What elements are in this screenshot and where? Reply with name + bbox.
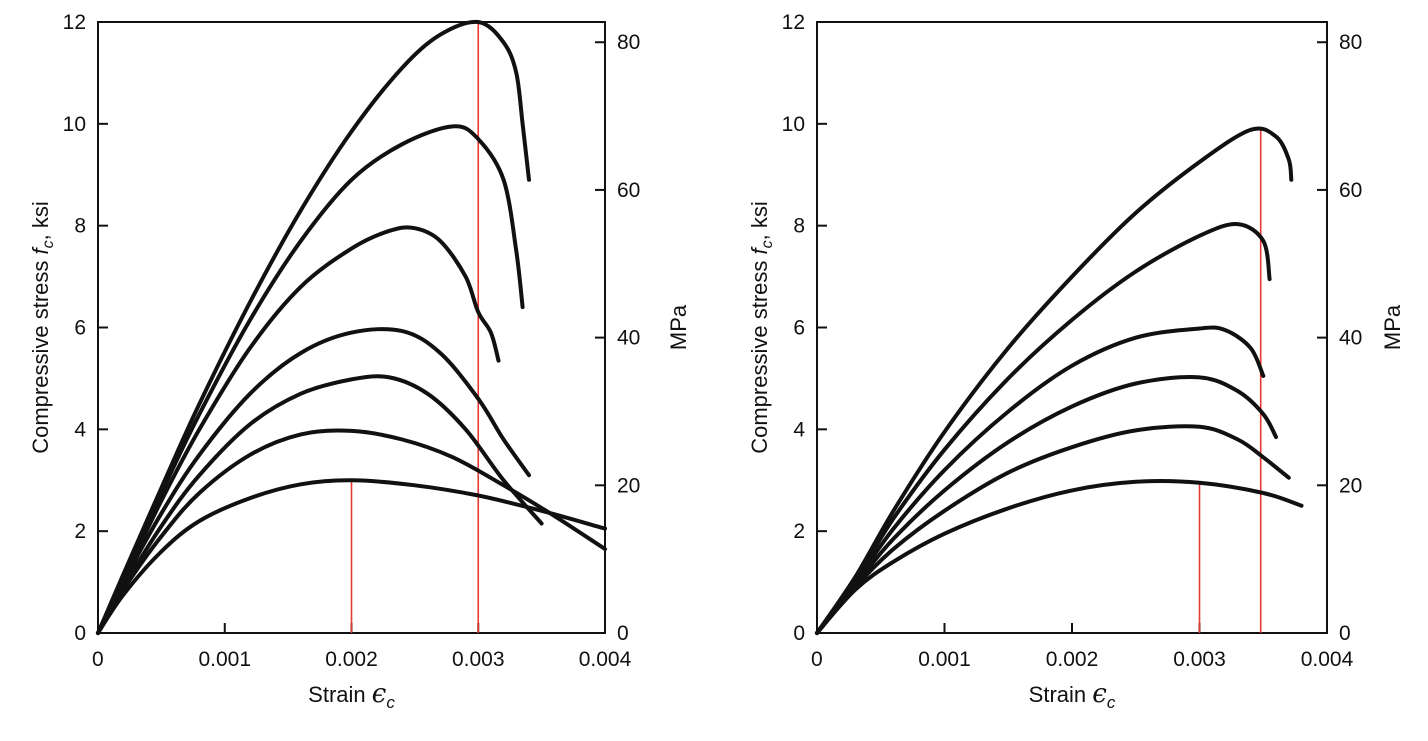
stress-strain-curve — [815, 126, 1294, 635]
y-tick-label: 0 — [793, 622, 805, 645]
chart-left-normal-weight-concrete: 0 0.001 0.002 0.003 0.004 0 2 4 6 8 10 12 0 20 40 60 80 S… — [28, 11, 691, 712]
y-tick-label: 2 — [793, 520, 805, 543]
y-axis-title: Compressive stress fc, ksi — [747, 201, 776, 454]
y2-tick-label: 40 — [617, 327, 640, 350]
stress-strain-curve — [96, 19, 531, 635]
x-tick-label: 0 — [92, 648, 104, 671]
x-tick-label: 0.002 — [325, 648, 378, 671]
stress-strain-curve — [96, 124, 525, 635]
stress-strain-curve — [96, 478, 607, 635]
y2-tick-label: 80 — [1339, 31, 1362, 54]
y-tick-label: 6 — [74, 317, 86, 340]
x-tick-label: 0.004 — [1301, 648, 1354, 671]
y-tick-label: 6 — [793, 317, 805, 340]
y-axis-title: Compressive stress fc, ksi — [28, 201, 57, 454]
x-axis-title: Strain ϵc — [308, 679, 395, 712]
y-tick-label: 8 — [74, 215, 86, 238]
y-tick-label: 12 — [63, 11, 86, 34]
stress-strain-curve — [815, 222, 1272, 635]
x-axis-title: Strain ϵc — [1029, 679, 1116, 712]
y-tick-label: 0 — [74, 622, 86, 645]
y2-tick-label: 60 — [1339, 179, 1362, 202]
y-tick-label: 10 — [782, 113, 805, 136]
y2-tick-label: 40 — [1339, 327, 1362, 350]
stress-strain-curve — [96, 327, 531, 635]
y2-tick-label: 60 — [617, 179, 640, 202]
stress-strain-curve — [815, 479, 1304, 635]
x-tick-label: 0 — [811, 648, 823, 671]
stress-strain-curve — [815, 375, 1278, 635]
stress-strain-curve — [96, 374, 544, 635]
y2-tick-label: 80 — [617, 31, 640, 54]
y-tick-label: 4 — [74, 418, 86, 441]
x-tick-label: 0.004 — [579, 648, 632, 671]
y2-tick-label: 0 — [1339, 622, 1351, 645]
x-tick-label: 0.001 — [198, 648, 251, 671]
y-tick-label: 2 — [74, 520, 86, 543]
x-tick-label: 0.003 — [1173, 648, 1226, 671]
stress-strain-curve — [815, 325, 1266, 635]
y2-tick-label: 0 — [617, 622, 629, 645]
stress-strain-curve — [96, 225, 501, 635]
stress-strain-curve — [815, 424, 1291, 635]
x-tick-label: 0.003 — [452, 648, 505, 671]
y-tick-label: 12 — [782, 11, 805, 34]
y2-tick-label: 20 — [617, 474, 640, 497]
x-tick-label: 0.001 — [918, 648, 971, 671]
y-tick-label: 4 — [793, 418, 805, 441]
y2-axis-title: MPa — [1380, 304, 1405, 350]
y2-tick-label: 20 — [1339, 474, 1362, 497]
chart-right-lightweight-concrete: 0 0.001 0.002 0.003 0.004 0 2 4 6 8 10 12 0 20 40 60 80 S… — [747, 11, 1405, 712]
y-tick-label: 10 — [63, 113, 86, 136]
x-tick-label: 0.002 — [1046, 648, 1099, 671]
y-tick-label: 8 — [793, 215, 805, 238]
y2-axis-title: MPa — [666, 304, 691, 350]
